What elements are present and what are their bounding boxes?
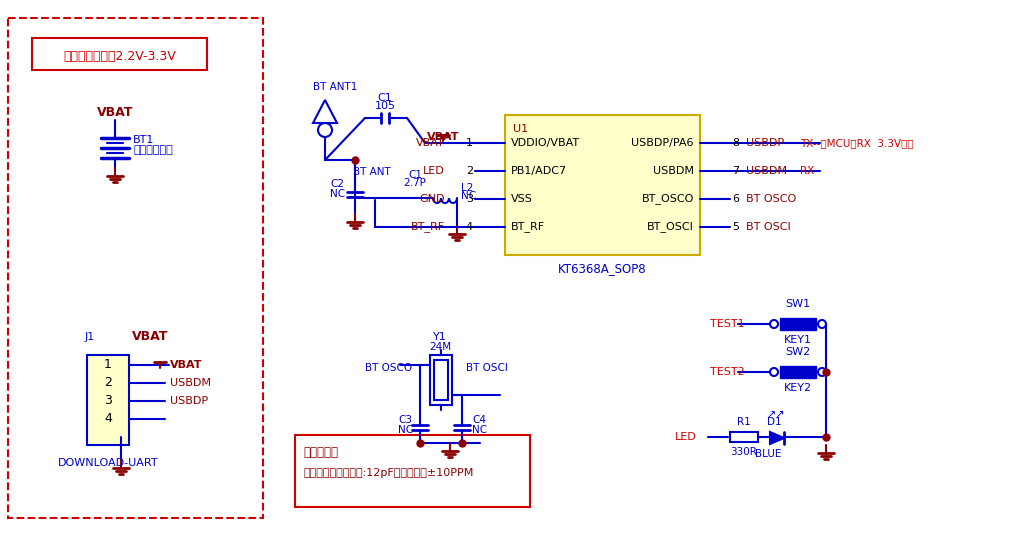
Text: 单节纽扣电池: 单节纽扣电池 bbox=[133, 145, 173, 155]
Bar bbox=[8, 18, 263, 518]
Text: VDDIO/VBAT: VDDIO/VBAT bbox=[511, 138, 580, 148]
Text: VBAT: VBAT bbox=[170, 360, 202, 370]
Text: KEY2: KEY2 bbox=[784, 383, 812, 393]
Text: C4: C4 bbox=[472, 415, 486, 425]
Text: 1: 1 bbox=[104, 358, 112, 372]
Bar bbox=[730, 432, 758, 442]
Text: SW1: SW1 bbox=[785, 299, 810, 309]
Text: 330R: 330R bbox=[730, 447, 757, 457]
Text: VBAT: VBAT bbox=[132, 331, 168, 343]
Text: 2: 2 bbox=[466, 166, 473, 176]
Text: DOWNLOAD-UART: DOWNLOAD-UART bbox=[58, 458, 159, 468]
Text: TX--接MCU的RX  3.3V电平: TX--接MCU的RX 3.3V电平 bbox=[800, 138, 914, 148]
Text: USBDP: USBDP bbox=[746, 138, 784, 148]
Text: BT ANT1: BT ANT1 bbox=[313, 82, 357, 92]
Text: 晶振选型：: 晶振选型： bbox=[303, 446, 338, 459]
Text: 2: 2 bbox=[104, 376, 112, 389]
Text: BT OSCO: BT OSCO bbox=[365, 363, 412, 373]
Text: BT_RF: BT_RF bbox=[511, 222, 545, 232]
Text: 105: 105 bbox=[374, 101, 396, 111]
Text: L2: L2 bbox=[461, 183, 473, 193]
Text: BT OSCI: BT OSCI bbox=[466, 363, 508, 373]
Text: VSS: VSS bbox=[511, 194, 533, 204]
Bar bbox=[780, 366, 816, 378]
Text: VBAT: VBAT bbox=[96, 106, 134, 119]
Text: GND: GND bbox=[420, 194, 445, 204]
Bar bbox=[434, 360, 448, 400]
Text: Y1: Y1 bbox=[433, 332, 447, 342]
Bar bbox=[87, 355, 130, 445]
Text: USBDM: USBDM bbox=[170, 378, 211, 388]
Text: C1: C1 bbox=[378, 93, 393, 103]
Text: 4: 4 bbox=[104, 412, 112, 426]
Text: 3: 3 bbox=[466, 194, 473, 204]
Text: NC: NC bbox=[398, 425, 413, 435]
Text: 要求：负载电容要求:12pF；频率偏差±10PPM: 要求：负载电容要求:12pF；频率偏差±10PPM bbox=[303, 468, 473, 478]
Text: BT_RF: BT_RF bbox=[411, 222, 445, 232]
Text: BLUE: BLUE bbox=[755, 449, 781, 459]
Text: BT ANT: BT ANT bbox=[353, 167, 391, 177]
Text: VBAT: VBAT bbox=[427, 132, 459, 142]
Text: TEST1: TEST1 bbox=[710, 319, 745, 329]
Bar bbox=[505, 115, 700, 255]
Text: C3: C3 bbox=[398, 415, 412, 425]
Polygon shape bbox=[770, 432, 784, 444]
Text: NC: NC bbox=[461, 191, 477, 201]
Text: C2: C2 bbox=[330, 179, 344, 189]
Text: D1: D1 bbox=[767, 417, 781, 427]
Text: 1: 1 bbox=[466, 138, 473, 148]
Text: LED: LED bbox=[424, 166, 445, 176]
Text: KT6368A_SOP8: KT6368A_SOP8 bbox=[557, 263, 646, 276]
Text: USBDP: USBDP bbox=[170, 396, 208, 406]
Text: RX: RX bbox=[800, 166, 814, 176]
Text: 6: 6 bbox=[732, 194, 739, 204]
Text: C1: C1 bbox=[408, 170, 422, 180]
Text: R1: R1 bbox=[738, 417, 751, 427]
Text: LED: LED bbox=[675, 432, 697, 442]
Bar bbox=[32, 38, 207, 70]
Text: 电源供电范围：2.2V-3.3V: 电源供电范围：2.2V-3.3V bbox=[63, 51, 176, 64]
Text: 8: 8 bbox=[732, 138, 739, 148]
Text: NC: NC bbox=[330, 189, 345, 199]
Text: 2.7P: 2.7P bbox=[404, 178, 427, 188]
Bar bbox=[295, 435, 530, 507]
Text: BT OSCO: BT OSCO bbox=[746, 194, 797, 204]
Text: SW2: SW2 bbox=[785, 347, 810, 357]
Text: USBDM: USBDM bbox=[653, 166, 694, 176]
Text: J1: J1 bbox=[85, 332, 95, 342]
Text: USBDP/PA6: USBDP/PA6 bbox=[632, 138, 694, 148]
Text: BT_OSCO: BT_OSCO bbox=[641, 193, 694, 205]
Text: VBAT: VBAT bbox=[416, 138, 445, 148]
Text: BT_OSCI: BT_OSCI bbox=[648, 222, 694, 232]
Text: 7: 7 bbox=[732, 166, 739, 176]
Text: USBDM: USBDM bbox=[746, 166, 787, 176]
Text: NC: NC bbox=[472, 425, 487, 435]
Text: KEY1: KEY1 bbox=[784, 335, 812, 345]
Bar bbox=[430, 355, 452, 405]
Text: ↗↗: ↗↗ bbox=[767, 411, 785, 421]
Text: PB1/ADC7: PB1/ADC7 bbox=[511, 166, 567, 176]
Text: 3: 3 bbox=[104, 395, 112, 407]
Text: 5: 5 bbox=[732, 222, 739, 232]
Text: U1: U1 bbox=[513, 124, 528, 134]
Bar bbox=[780, 318, 816, 330]
Text: TEST2: TEST2 bbox=[710, 367, 745, 377]
Text: 24M: 24M bbox=[429, 342, 451, 352]
Text: BT1: BT1 bbox=[133, 135, 154, 145]
Text: BT OSCI: BT OSCI bbox=[746, 222, 790, 232]
Text: 4: 4 bbox=[466, 222, 473, 232]
